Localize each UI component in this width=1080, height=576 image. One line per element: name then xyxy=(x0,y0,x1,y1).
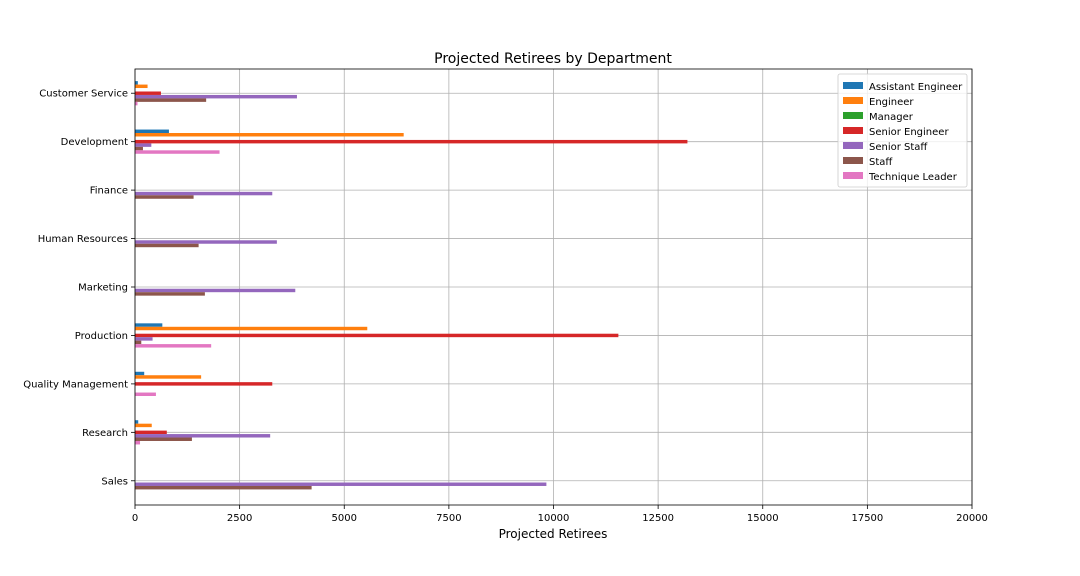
x-tick-label: 2500 xyxy=(227,513,252,524)
legend: Assistant Engineer Engineer Manager Senior … xyxy=(837,73,968,188)
bar xyxy=(135,101,138,106)
legend-swatch xyxy=(843,112,863,119)
bar xyxy=(135,143,152,147)
category-label: Research xyxy=(82,428,128,439)
bar xyxy=(135,91,161,95)
bar xyxy=(135,344,212,348)
bar xyxy=(135,434,271,438)
bar xyxy=(135,146,143,151)
x-tick-label: 5000 xyxy=(332,513,357,524)
bar xyxy=(135,323,163,327)
x-tick-label: 0 xyxy=(132,513,138,524)
bar xyxy=(135,485,312,490)
x-axis-label: Projected Retirees xyxy=(499,527,608,541)
category-label: Production xyxy=(75,331,128,342)
bar xyxy=(135,333,619,338)
category-label: Marketing xyxy=(78,283,128,294)
bar xyxy=(135,195,194,199)
legend-swatch xyxy=(843,97,863,104)
x-tick-label: 20000 xyxy=(956,513,988,524)
bar xyxy=(135,150,220,154)
bar xyxy=(135,482,547,486)
bar xyxy=(135,94,297,99)
legend-swatch xyxy=(843,172,863,179)
legend-entry: Technique Leader xyxy=(868,172,958,183)
bars xyxy=(135,81,688,490)
bar xyxy=(135,98,207,102)
bar xyxy=(135,382,273,386)
legend-box xyxy=(837,73,968,188)
bar xyxy=(135,292,205,296)
bar xyxy=(135,423,152,428)
x-tick-label: 10000 xyxy=(538,513,570,524)
legend-entry: Assistant Engineer xyxy=(869,82,963,93)
bar xyxy=(135,326,368,331)
bar xyxy=(135,139,688,144)
chart-title: Projected Retirees by Department xyxy=(434,51,672,67)
bar xyxy=(135,133,404,137)
x-tick-label: 17500 xyxy=(851,513,883,524)
bar xyxy=(135,392,156,396)
bar xyxy=(135,337,153,341)
legend-entry: Manager xyxy=(869,112,914,123)
bar xyxy=(135,371,145,376)
bar xyxy=(135,437,192,441)
legend-swatch xyxy=(843,157,863,164)
x-tick-label: 12500 xyxy=(642,513,674,524)
bar xyxy=(135,81,138,85)
bar xyxy=(135,288,296,293)
x-axis: 0 2500 5000 7500 10000 12500 15000 17500 20000 xyxy=(132,505,988,524)
bar xyxy=(135,440,141,445)
legend-swatch xyxy=(843,82,863,89)
legend-swatch xyxy=(843,142,863,149)
category-label: Sales xyxy=(101,476,128,487)
legend-entry: Senior Engineer xyxy=(869,127,949,138)
category-label: Finance xyxy=(90,186,128,197)
bar xyxy=(135,340,142,345)
bar xyxy=(135,430,167,435)
legend-entry: Senior Staff xyxy=(869,142,928,153)
legend-entry: Engineer xyxy=(869,97,914,108)
bar xyxy=(135,191,273,196)
bar xyxy=(135,240,277,244)
category-label: Development xyxy=(61,137,128,148)
x-tick-label: 15000 xyxy=(747,513,779,524)
x-tick-label: 7500 xyxy=(436,513,461,524)
category-label: Human Resources xyxy=(38,234,128,245)
y-axis: Customer Service Development Finance Human … xyxy=(23,89,135,487)
legend-swatch xyxy=(843,127,863,134)
legend-entry: Staff xyxy=(869,157,893,168)
category-label: Customer Service xyxy=(39,89,128,100)
bar xyxy=(135,243,199,248)
bar xyxy=(135,84,148,89)
bar xyxy=(135,420,139,424)
bar xyxy=(135,129,169,134)
category-label: Quality Management xyxy=(23,379,128,390)
bar xyxy=(135,375,202,379)
